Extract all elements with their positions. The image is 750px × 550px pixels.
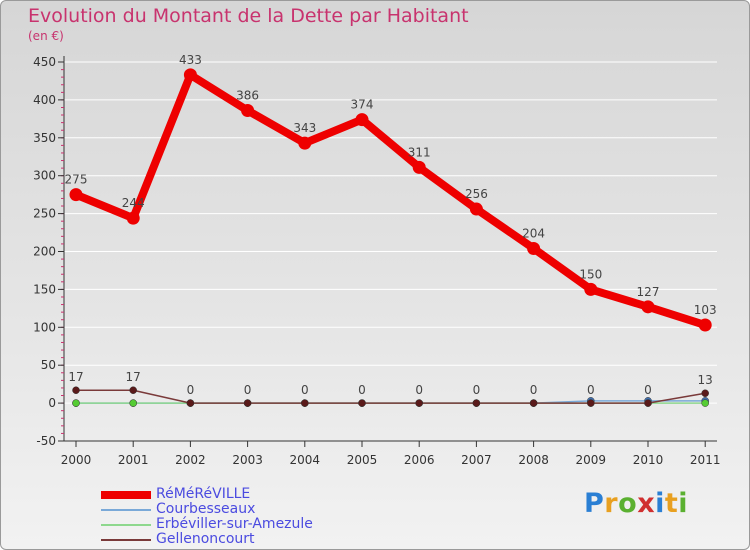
x-tick-label: 2007 [461,453,492,467]
data-point [183,68,197,82]
x-tick-label: 2010 [633,453,664,467]
data-label: 0 [644,383,652,397]
data-point [186,399,195,407]
y-tick-label: 150 [33,282,56,296]
data-point [644,399,652,407]
y-tick-label: 450 [33,55,56,69]
x-tick-label: 2002 [175,453,206,467]
y-tick-label: 250 [33,207,56,221]
x-tick-label: 2006 [404,453,435,467]
series-line [72,70,710,330]
data-point [701,399,709,407]
legend-label: Gellenoncourt [156,531,255,547]
legend-swatch [101,539,151,541]
x-tick-label: 2005 [347,453,378,467]
data-label: 17 [126,370,141,384]
data-label: 0 [301,383,309,397]
y-tick-label: 50 [41,358,56,372]
data-label: 17 [68,370,83,384]
data-label: 127 [637,285,660,299]
x-tick-label: 2009 [576,453,607,467]
y-tick-label: 0 [48,396,56,410]
data-label: 433 [179,53,202,67]
data-label: 0 [473,383,481,397]
y-tick-label: 200 [33,245,56,259]
data-point [584,282,598,296]
data-point [698,318,712,332]
data-label: 0 [358,383,366,397]
data-point [472,399,481,407]
chart-unit-label: (en €) [28,29,64,43]
data-label: 204 [522,226,545,240]
y-tick-label: -50 [36,434,56,448]
data-label: 0 [244,383,252,397]
y-tick-label: 350 [33,131,56,145]
data-label: 311 [408,145,431,159]
data-point [126,211,140,225]
data-label: 150 [579,267,602,281]
data-point [69,188,83,202]
data-label: 0 [415,383,423,397]
legend-swatch [101,491,151,499]
data-point [72,386,80,394]
data-point [587,399,595,407]
x-tick-label: 2000 [61,453,92,467]
data-label: 13 [698,373,713,387]
x-tick-label: 2004 [290,453,321,467]
x-tick-label: 2011 [690,453,721,467]
proxiti-logo: Proxiti [584,488,689,519]
data-label: 0 [187,383,195,397]
data-label: 244 [122,196,145,210]
data-point [241,104,255,118]
data-label: 256 [465,187,488,201]
data-point [701,389,709,397]
legend-label: Erbéviller-sur-Amezule [156,516,313,532]
y-tick-label: 300 [33,169,56,183]
chart-title: Evolution du Montant de la Dette par Hab… [28,5,469,27]
data-point [72,399,80,407]
data-point [355,113,369,127]
data-point [415,399,423,407]
data-label: 103 [694,303,717,317]
x-tick-label: 2001 [118,453,149,467]
data-label: 0 [587,383,595,397]
x-tick-label: 2003 [232,453,263,467]
data-label: 0 [530,383,538,397]
data-point [301,399,309,407]
data-point [358,399,366,407]
data-label: 374 [351,98,374,112]
data-point [527,241,541,255]
x-tick-label: 2008 [518,453,549,467]
data-point [641,300,655,314]
data-label: 343 [293,121,316,135]
y-tick-label: 400 [33,93,56,107]
data-point [529,399,538,407]
data-label: 386 [236,89,259,103]
data-point [469,202,483,216]
y-tick-label: 100 [33,320,56,334]
data-point [298,136,312,150]
data-point [129,386,137,394]
series-line [75,389,706,404]
data-label: 275 [65,173,88,187]
legend-swatch [101,509,151,511]
data-point [129,399,137,407]
data-point [243,399,252,407]
legend-swatch [101,524,151,526]
legend-label: Courbesseaux [156,501,256,517]
legend-label: RéMéRéVILLE [156,486,251,502]
data-point [412,160,426,174]
